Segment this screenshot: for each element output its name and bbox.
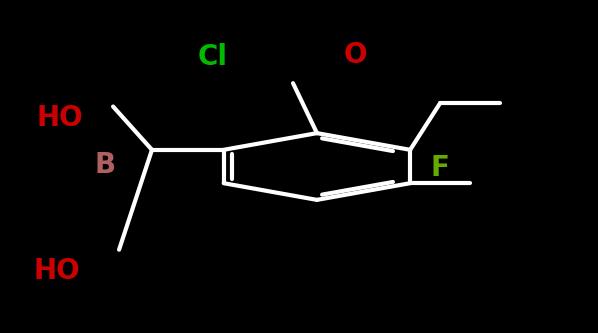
Text: O: O (344, 41, 368, 69)
Text: F: F (430, 154, 449, 182)
Text: Cl: Cl (197, 43, 227, 71)
Text: HO: HO (33, 257, 80, 285)
Text: B: B (94, 151, 115, 179)
Text: HO: HO (36, 104, 83, 132)
